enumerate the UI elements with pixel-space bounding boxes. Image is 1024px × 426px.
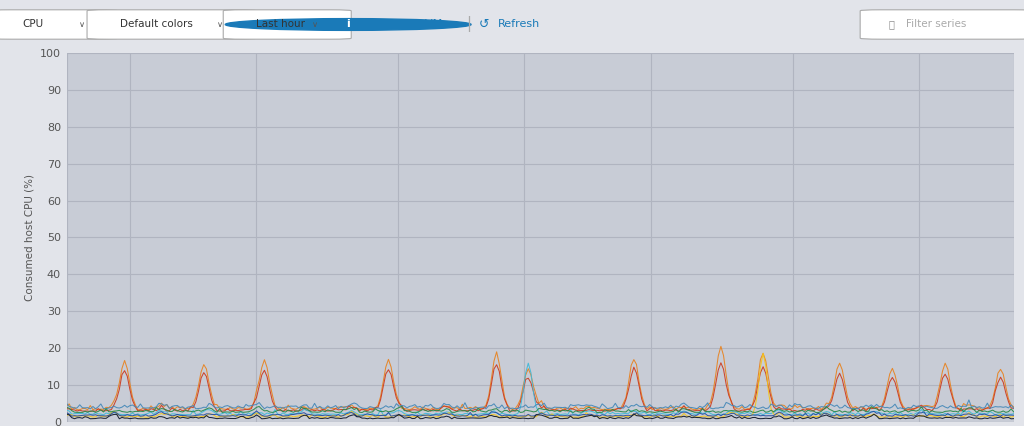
- Text: Default colors: Default colors: [120, 20, 193, 29]
- Text: ⊞: ⊞: [369, 18, 379, 31]
- Text: Last hour: Last hour: [256, 20, 305, 29]
- Text: ↺: ↺: [479, 18, 489, 31]
- Text: Filter series: Filter series: [906, 20, 967, 29]
- Text: 🔍: 🔍: [889, 20, 895, 29]
- Text: |: |: [466, 17, 471, 32]
- Text: CPU: CPU: [23, 20, 44, 29]
- Text: Select VMs: Select VMs: [387, 20, 449, 29]
- Text: i: i: [346, 20, 350, 29]
- FancyBboxPatch shape: [223, 10, 351, 39]
- Text: ∨: ∨: [217, 20, 223, 29]
- Text: Refresh: Refresh: [498, 20, 540, 29]
- Y-axis label: Consumed host CPU (%): Consumed host CPU (%): [25, 174, 35, 301]
- FancyBboxPatch shape: [860, 10, 1024, 39]
- FancyBboxPatch shape: [0, 10, 118, 39]
- Text: ∨: ∨: [312, 20, 318, 29]
- FancyBboxPatch shape: [87, 10, 256, 39]
- Circle shape: [225, 19, 471, 30]
- Text: ∨: ∨: [79, 20, 85, 29]
